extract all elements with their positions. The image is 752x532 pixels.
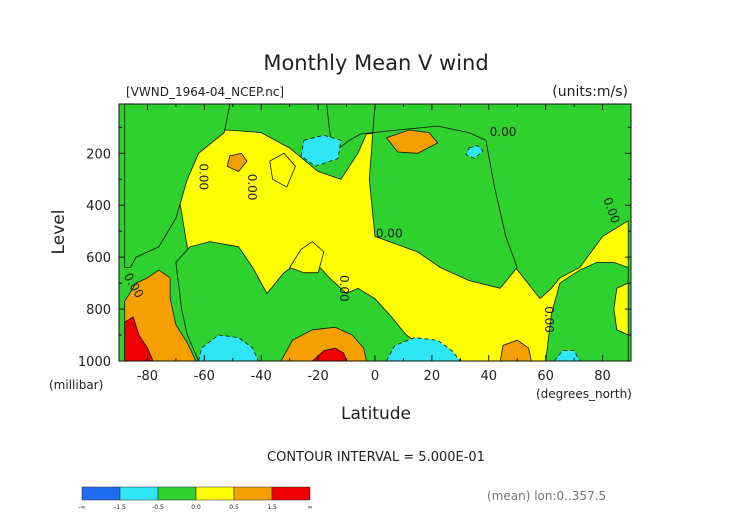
- colorbar-swatch: [271, 486, 311, 501]
- colorbar-label: 0.5: [229, 504, 239, 511]
- region-strong-positive-lower: [280, 326, 367, 361]
- zero-contour-label: 0.00: [245, 174, 259, 201]
- region-positive-south-lobe: [269, 152, 296, 188]
- y-tick-label: 800: [86, 303, 111, 318]
- x-axis-units: (degrees_north): [536, 387, 632, 401]
- region-negative-upper-core: [300, 134, 342, 167]
- plot-area: 0.000.000.00 0.000.000.000.000.00: [118, 103, 632, 362]
- y-tick-label: 1000: [78, 355, 111, 370]
- y-tick-label: 200: [86, 147, 111, 162]
- colorbar-swatch: [233, 486, 273, 501]
- region-negative-small-cell: [465, 145, 484, 159]
- contour-regions: [124, 104, 629, 361]
- region-positive-midwest-bump: [289, 241, 325, 274]
- region-negative-upper-left: [124, 104, 231, 268]
- units-label: (units:m/s): [552, 84, 628, 100]
- y-tick-label: 400: [86, 199, 111, 214]
- colorbar-label: 1.5: [267, 504, 277, 511]
- x-axis: -80 -60 -40 -20 0 20 40 60 80: [118, 104, 632, 384]
- region-negative-lower-equator: [385, 337, 461, 361]
- colorbar-swatch: [195, 486, 235, 501]
- chart-title: Monthly Mean V wind: [263, 51, 488, 75]
- x-tick-label: -20: [307, 369, 328, 384]
- colorbar-swatch: [119, 486, 159, 501]
- region-positive-lower-right: [499, 339, 532, 361]
- x-tick-label: 0: [371, 369, 379, 384]
- contour-interval-text: CONTOUR INTERVAL = 5.000E-01: [267, 450, 485, 465]
- colorbar-label: -1.5: [114, 504, 126, 511]
- zero-contour-label: 0.00: [337, 275, 351, 302]
- region-negative-small-lower: [553, 350, 581, 361]
- colorbar-label: -∞: [78, 504, 85, 511]
- x-tick-label: 80: [594, 369, 611, 384]
- y-axis-label: Level: [49, 210, 69, 255]
- region-negative-midlatitude: [175, 241, 433, 361]
- x-tick-label: 20: [424, 369, 441, 384]
- region-positive-west-patch: [226, 152, 248, 172]
- region-extreme-positive-polar: [124, 316, 154, 361]
- y-axis-units: (millibar): [49, 378, 103, 392]
- x-tick-label: -40: [251, 369, 272, 384]
- zero-contour-label: 0.00: [196, 163, 210, 190]
- x-axis-label: Latitude: [341, 404, 411, 424]
- x-tick-label: -80: [137, 369, 158, 384]
- colorbar-label: -0.5: [152, 504, 164, 511]
- colorbar: -∞ -1.5 -0.5 0.0 0.5 1.5 ∞: [78, 486, 313, 511]
- y-tick-label: 600: [86, 251, 111, 266]
- region-positive-far-right: [613, 282, 629, 336]
- zero-contour-label: 0.00: [542, 306, 556, 333]
- zero-contour-label: 0.00: [376, 226, 403, 240]
- colorbar-label: 0.0: [191, 504, 201, 511]
- colorbar-swatch: [81, 486, 121, 501]
- region-negative-lower-left: [198, 334, 259, 361]
- region-positive-upper-patch: [385, 129, 439, 154]
- y-axis: 200 400 600 800 1000: [78, 126, 631, 370]
- x-tick-label: 60: [537, 369, 554, 384]
- footer-text: (mean) lon:0..357.5: [487, 489, 606, 503]
- x-tick-label: -60: [194, 369, 215, 384]
- region-extreme-positive-lower: [311, 347, 348, 361]
- colorbar-label: ∞: [308, 504, 313, 511]
- file-label: [VWND_1964-04_NCEP.nc]: [126, 85, 284, 99]
- x-tick-label: 40: [481, 369, 498, 384]
- colorbar-swatch: [157, 486, 197, 501]
- zero-contour-label: 0.00: [490, 125, 517, 139]
- region-strong-positive-polar: [124, 269, 197, 361]
